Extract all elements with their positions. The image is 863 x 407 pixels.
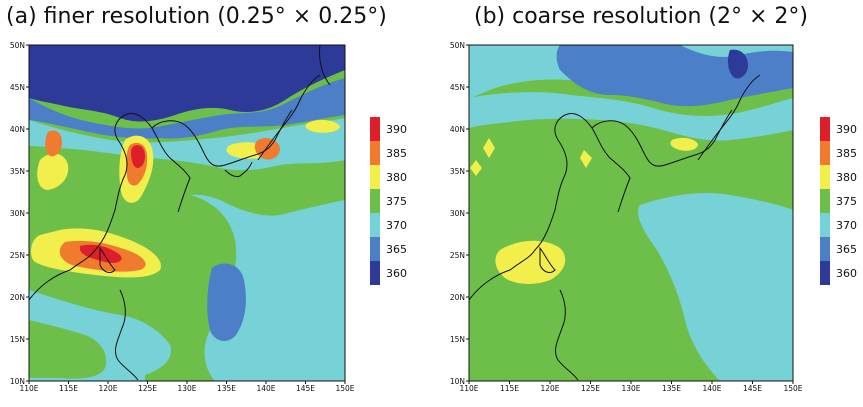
colorbar-swatch [370,141,380,165]
lon-label: 115E [59,384,78,393]
colorbar-label: 380 [386,171,407,184]
lon-label: 110E [459,384,478,393]
panel-b-map [469,45,793,381]
colorbar-swatch [370,165,380,189]
colorbar-swatch [370,213,380,237]
colorbar-label: 370 [836,219,857,232]
lon-label: 135E [217,384,236,393]
lat-label: 20N [10,293,25,302]
colorbar-label: 380 [836,171,857,184]
lat-label: 20N [450,293,465,302]
colorbar-swatch [820,165,830,189]
colorbar-swatch [820,117,830,141]
colorbar-label: 375 [386,195,407,208]
colorbar-swatch [820,141,830,165]
lon-label: 140E [702,384,721,393]
lat-label: 10N [10,377,25,386]
colorbar-swatch [820,237,830,261]
colorbar-label: 385 [836,147,857,160]
colorbar-label: 385 [386,147,407,160]
lat-label: 30N [450,209,465,218]
colorbar-swatch [370,261,380,285]
lon-label: 150E [335,384,354,393]
lat-label: 35N [10,167,25,176]
panel-a-map [29,45,345,381]
lon-label: 135E [662,384,681,393]
lat-label: 15N [450,335,465,344]
lon-label: 120E [540,384,559,393]
colorbar-b: 390 385 380 375 370 365 360 [820,117,857,285]
lat-label: 40N [10,125,25,134]
colorbar-label: 360 [836,267,857,280]
lon-label: 125E [138,384,157,393]
lat-label: 30N [10,209,25,218]
lon-label: 150E [783,384,802,393]
panel-b-coastlines [469,74,761,381]
lon-label: 145E [743,384,762,393]
colorbar-swatch [370,237,380,261]
lat-label: 25N [10,251,25,260]
colorbar-swatch [370,117,380,141]
lat-label: 10N [450,377,465,386]
lon-label: 115E [500,384,519,393]
colorbar-swatch [820,189,830,213]
lon-label: 125E [581,384,600,393]
colorbar-swatch [820,261,830,285]
colorbar-label: 370 [386,219,407,232]
lat-label: 45N [450,83,465,92]
panel-b-title: (b) coarse resolution (2° × 2°) [474,4,808,29]
panel-a-coastlines [29,45,331,381]
lat-label: 50N [10,41,25,50]
lat-label: 15N [10,335,25,344]
lat-label: 50N [450,41,465,50]
lon-label: 140E [256,384,275,393]
colorbar-label: 375 [836,195,857,208]
lon-label: 130E [621,384,640,393]
lat-label: 40N [450,125,465,134]
lon-label: 145E [296,384,315,393]
lon-label: 130E [177,384,196,393]
lon-label: 120E [98,384,117,393]
colorbar-a: 390 385 380 375 370 365 360 [370,117,407,285]
colorbar-label: 365 [386,243,407,256]
lat-label: 35N [450,167,465,176]
colorbar-swatch [820,213,830,237]
panel-a-title: (a) finer resolution (0.25° × 0.25°) [6,4,387,29]
colorbar-label: 390 [836,123,857,136]
lat-label: 45N [10,83,25,92]
colorbar-label: 360 [386,267,407,280]
lat-label: 25N [450,251,465,260]
colorbar-label: 390 [386,123,407,136]
colorbar-swatch [370,189,380,213]
lon-label: 110E [19,384,38,393]
colorbar-label: 365 [836,243,857,256]
